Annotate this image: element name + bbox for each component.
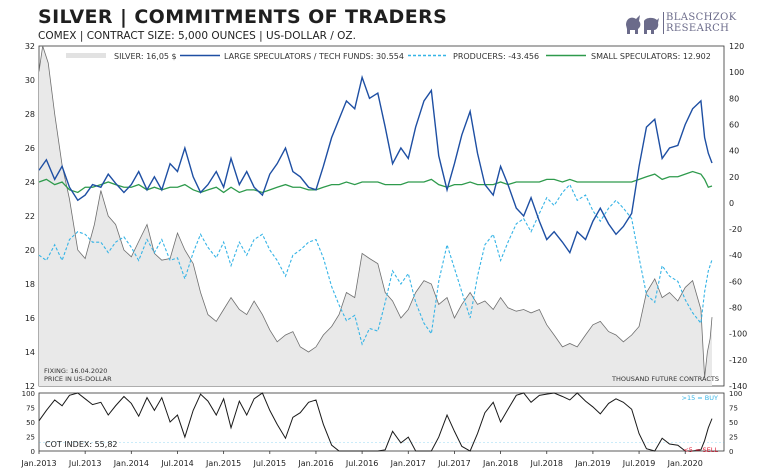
legend-producers-label: PRODUCERS: -43.456 <box>453 52 539 61</box>
cot-index-line <box>38 392 713 452</box>
buy-signal-label: >15 = BUY <box>682 394 719 402</box>
logo-text-line2: RESEARCH <box>666 23 730 34</box>
x-tick-label: Jul.2017 <box>437 459 471 468</box>
x-axis: Jan.2013 Jul.2013 Jan.2014 Jul.2014 Jan.2015… <box>20 451 703 468</box>
small-specs-line <box>38 170 713 194</box>
right-axis-tick-label: -140 <box>729 382 747 391</box>
right-axis-tick-label: 40 <box>729 147 739 156</box>
cot-index-label: COT INDEX: 55,82 <box>45 440 118 449</box>
right-axis-tick-label: -60 <box>729 277 742 286</box>
left-axis-tick-label: 12 <box>25 382 35 391</box>
right-axis-tick-label: -40 <box>729 251 742 260</box>
cot-left-tick-label: 75 <box>26 405 35 413</box>
legend: SILVER: 16,05 $ LARGE SPECULATORS / TECH… <box>66 52 711 61</box>
brand-logo: BLASCHZOK RESEARCH <box>624 10 744 38</box>
silver-price-area <box>39 46 712 386</box>
right-axis-tick-label: -80 <box>729 304 742 313</box>
fixing-note: FIXING: 16.04.2020 <box>44 367 107 375</box>
right-axis-tick-label: 80 <box>729 94 739 103</box>
x-tick-label: Jan.2015 <box>205 459 241 468</box>
cot-left-tick-label: 0 <box>31 448 35 456</box>
legend-silver-swatch <box>66 53 106 58</box>
large-specs-line <box>38 74 713 255</box>
cot-left-tick-label: 50 <box>26 419 35 427</box>
cot-left-tick-label: 25 <box>26 434 35 442</box>
cot-left-tick-label: 100 <box>22 390 35 398</box>
silver-price-line <box>38 45 713 378</box>
left-axis-tick-label: 28 <box>25 110 35 119</box>
price-positions-panel: 12 14 16 18 20 22 24 26 28 30 32 -140 -120 -100 -80 -60… <box>25 42 747 391</box>
x-tick-label: Jan.2020 <box>667 459 703 468</box>
chart-subtitle: COMEX | CONTRACT SIZE: 5,000 OUNCES | US… <box>38 30 356 42</box>
x-tick-label: Jan.2013 <box>20 459 56 468</box>
sell-signal-label: <5 = SELL <box>683 446 718 454</box>
legend-small-specs-label: SMALL SPECULATORS: 12.902 <box>591 52 711 61</box>
right-axis-tick-label: 120 <box>729 42 744 51</box>
cot-index-panel: 0 0 25 25 50 50 75 75 100 100 <box>22 390 743 456</box>
left-axis-tick-label: 32 <box>25 42 35 51</box>
left-axis-tick-label: 16 <box>25 314 35 323</box>
x-tick-label: Jul.2015 <box>253 459 287 468</box>
legend-silver-label: SILVER: 16,05 $ <box>114 52 177 61</box>
cot-right-tick-label: 0 <box>729 448 733 456</box>
left-axis-tick-label: 24 <box>25 178 35 187</box>
right-axis-tick-label: 20 <box>729 173 739 182</box>
x-tick-label: Jan.2016 <box>297 459 333 468</box>
cot-right-tick-label: 75 <box>729 405 738 413</box>
x-tick-label: Jan.2018 <box>482 459 518 468</box>
x-tick-label: Jan.2014 <box>113 459 149 468</box>
x-tick-label: Jan.2019 <box>574 459 610 468</box>
right-axis-tick-label: -20 <box>729 225 742 234</box>
right-axis-tick-label: -120 <box>729 356 747 365</box>
cot-right-tick-label: 50 <box>729 419 738 427</box>
right-axis-tick-label: 0 <box>729 199 734 208</box>
x-tick-label: Jan.2017 <box>390 459 426 468</box>
cot-right-tick-label: 25 <box>729 434 738 442</box>
left-axis-tick-label: 18 <box>25 280 35 289</box>
x-tick-label: Jul.2019 <box>622 459 656 468</box>
price-unit-note: PRICE IN US-DOLLAR <box>44 375 112 383</box>
chart-title: SILVER | COMMITMENTS OF TRADERS <box>38 6 448 28</box>
producers-line <box>38 183 713 346</box>
left-axis-tick-label: 30 <box>25 76 35 85</box>
bull-bear-logo-icon <box>626 15 659 34</box>
contracts-unit-note: THOUSAND FUTURE CONTRACTS <box>611 375 719 383</box>
x-tick-label: Jul.2018 <box>529 459 563 468</box>
logo-text-line1: BLASCHZOK <box>666 12 737 23</box>
logo-divider <box>663 12 664 34</box>
right-axis-tick-label: -100 <box>729 330 747 339</box>
x-tick-label: Jul.2016 <box>345 459 379 468</box>
right-axis-tick-label: 60 <box>729 120 739 129</box>
cot-right-tick-label: 100 <box>729 390 742 398</box>
left-axis-tick-label: 20 <box>25 246 35 255</box>
right-axis-tick-label: 100 <box>729 68 744 77</box>
x-tick-label: Jul.2014 <box>160 459 194 468</box>
left-axis-tick-label: 26 <box>25 144 35 153</box>
left-axis-tick-label: 14 <box>25 348 35 357</box>
left-axis-tick-label: 22 <box>25 212 35 221</box>
x-tick-label: Jul.2013 <box>68 459 102 468</box>
legend-large-specs-label: LARGE SPECULATORS / TECH FUNDS: 30.554 <box>224 52 404 61</box>
bottom-panel-frame <box>38 392 725 452</box>
